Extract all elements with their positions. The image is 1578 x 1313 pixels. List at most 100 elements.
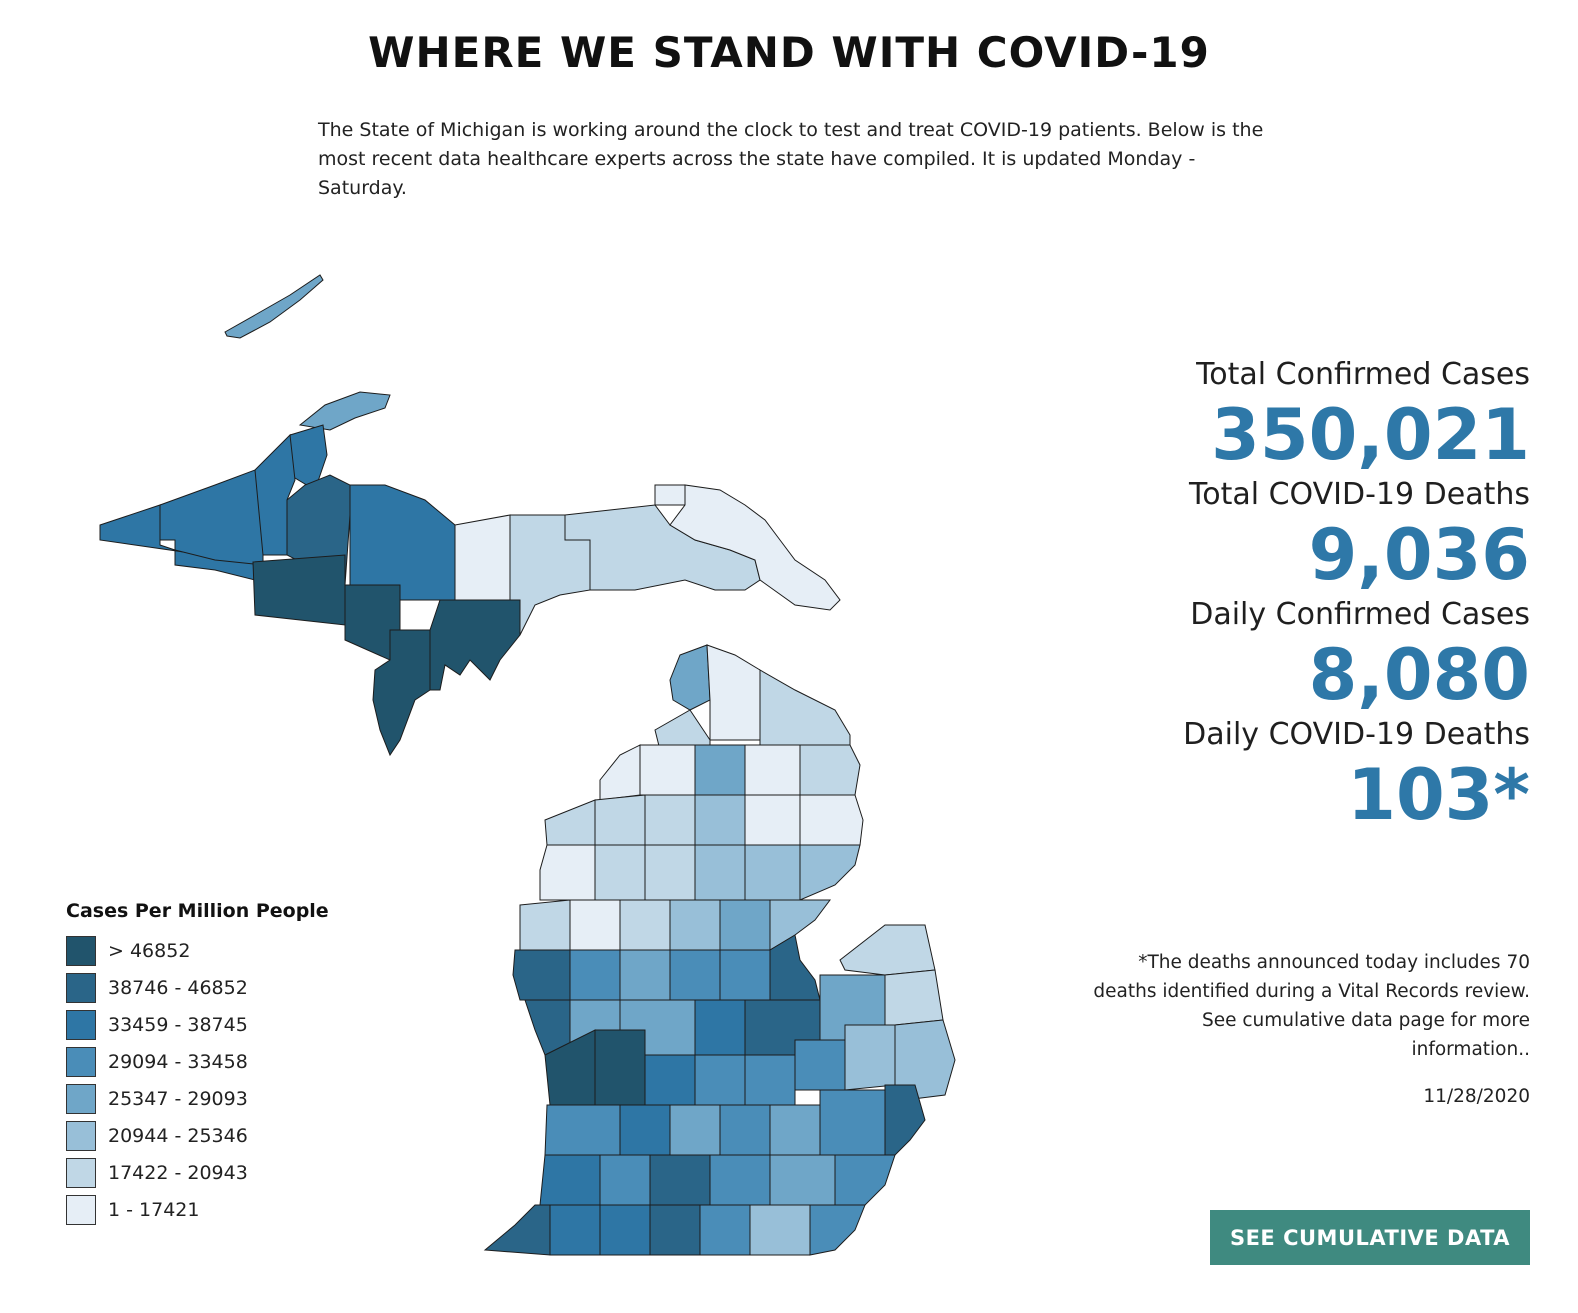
legend-label: 1 - 17421 <box>108 1198 200 1221</box>
county-huron <box>839 924 936 976</box>
county-ingham <box>719 1104 771 1156</box>
county-lapeer <box>844 1024 896 1091</box>
legend-swatch <box>66 972 96 1003</box>
legend-item: 1 - 17421 <box>66 1191 366 1228</box>
county-clinton <box>694 1054 746 1106</box>
county-isle-royale <box>224 274 324 339</box>
county-gladwin <box>719 899 771 951</box>
county-wexford <box>594 844 646 901</box>
legend-item: 25347 - 29093 <box>66 1080 366 1117</box>
county-alger <box>349 484 456 601</box>
legend-label: 38746 - 46852 <box>108 976 248 999</box>
deaths-footnote: *The deaths announced today includes 70 … <box>1093 952 1530 1060</box>
legend-label: 25347 - 29093 <box>108 1087 248 1110</box>
county-presque-isle <box>759 669 851 746</box>
stat-value-total-cases: 350,021 <box>1211 394 1530 476</box>
county-isabella <box>669 949 721 1001</box>
legend-swatch <box>66 1046 96 1077</box>
county-missaukee <box>644 844 696 901</box>
county-allegan <box>544 1104 621 1156</box>
county-ontonagon <box>159 469 264 566</box>
county-chippewa-east <box>669 484 841 611</box>
county-arenac <box>769 899 831 951</box>
legend-item: > 46852 <box>66 932 366 969</box>
county-montmorency <box>744 744 801 796</box>
county-iron <box>252 554 346 626</box>
county-lake <box>569 899 621 951</box>
stat-value-daily-cases: 8,080 <box>1308 634 1530 716</box>
county-eaton <box>669 1104 721 1156</box>
county-delta <box>429 599 521 691</box>
county-kalamazoo <box>599 1154 651 1206</box>
county-lenawee <box>749 1204 811 1256</box>
map-legend: Cases Per Million People > 46852 38746 -… <box>66 900 366 1228</box>
county-emmet <box>669 644 711 711</box>
intro-text: The State of Michigan is working around … <box>318 119 1264 199</box>
county-antrim <box>639 744 696 796</box>
county-jackson <box>709 1154 771 1206</box>
county-osceola <box>619 899 671 951</box>
county-otsego <box>694 744 746 796</box>
legend-label: 17422 - 20943 <box>108 1161 248 1184</box>
county-berrien <box>483 1204 551 1256</box>
michigan-county-map <box>99 274 956 1256</box>
county-monroe <box>809 1204 866 1256</box>
county-oscoda <box>744 794 801 846</box>
county-crawford <box>694 794 746 846</box>
county-shiawassee <box>744 1054 796 1106</box>
county-clare <box>669 899 721 951</box>
legend-item: 38746 - 46852 <box>66 969 366 1006</box>
county-benzie <box>544 799 596 846</box>
county-mecosta <box>619 949 671 1001</box>
county-alpena <box>799 744 861 796</box>
county-midland <box>719 949 771 1001</box>
county-iosco <box>799 844 861 901</box>
county-hillsdale <box>699 1204 751 1256</box>
county-manistee <box>539 844 596 901</box>
stat-label-total-deaths: Total COVID-19 Deaths <box>1189 477 1530 512</box>
legend-label: > 46852 <box>108 939 191 962</box>
county-cheboygan <box>706 644 761 741</box>
legend-title: Cases Per Million People <box>66 900 329 922</box>
county-sanilac <box>884 969 944 1026</box>
update-date: 11/28/2020 <box>1423 1086 1530 1107</box>
county-barry <box>619 1104 671 1156</box>
county-oakland <box>819 1089 886 1156</box>
legend-swatch <box>66 1083 96 1114</box>
county-saginaw <box>694 999 746 1056</box>
legend-item: 33459 - 38745 <box>66 1006 366 1043</box>
county-schoolcraft <box>454 514 511 601</box>
county-mackinac <box>654 484 686 506</box>
county-grand-traverse <box>594 794 646 846</box>
county-kalkaska <box>644 794 696 846</box>
legend-item: 29094 - 33458 <box>66 1043 366 1080</box>
county-leelanau <box>599 744 641 801</box>
see-cumulative-data-button[interactable]: SEE CUMULATIVE DATA <box>1210 1210 1530 1265</box>
county-oceana <box>512 949 571 1001</box>
page-title: WHERE WE STAND WITH COVID-19 <box>368 28 1210 77</box>
county-kent <box>594 1029 646 1106</box>
stat-label-total-cases: Total Confirmed Cases <box>1196 357 1530 392</box>
county-ionia <box>644 1054 696 1106</box>
stat-value-total-deaths: 9,036 <box>1308 514 1530 596</box>
county-wayne <box>834 1154 896 1206</box>
legend-label: 29094 - 33458 <box>108 1050 248 1073</box>
county-branch <box>649 1204 701 1256</box>
stats-panel: Total Confirmed Cases 350,021 Total COVI… <box>1010 355 1530 835</box>
legend-item: 20944 - 25346 <box>66 1117 366 1154</box>
county-cass <box>549 1204 601 1256</box>
legend-label: 33459 - 38745 <box>108 1013 248 1036</box>
county-alcona <box>799 794 864 846</box>
legend-label: 20944 - 25346 <box>108 1124 248 1147</box>
legend-swatch <box>66 1009 96 1040</box>
stat-label-daily-cases: Daily Confirmed Cases <box>1190 597 1530 632</box>
county-st-joseph <box>599 1204 651 1256</box>
legend-item: 17422 - 20943 <box>66 1154 366 1191</box>
county-genesee <box>794 1039 846 1091</box>
county-charlevoix <box>654 709 711 751</box>
stat-value-daily-deaths: 103* <box>1347 754 1530 836</box>
county-newaygo <box>569 949 621 1001</box>
county-washtenaw <box>769 1154 836 1206</box>
legend-swatch <box>66 935 96 966</box>
county-van-buren <box>539 1154 601 1206</box>
